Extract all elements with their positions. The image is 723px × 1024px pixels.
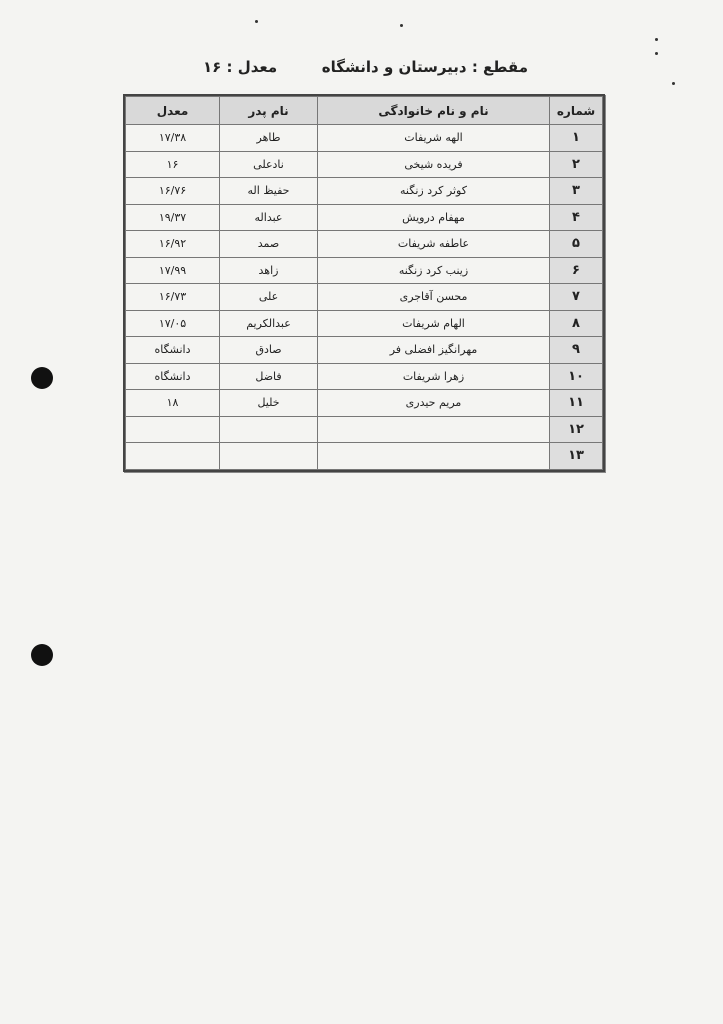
cell-number: ۸ [549,309,603,337]
cell-father-name: حفیظ اله [219,177,318,205]
table-row: ۷ محسن آقاجری علی ۱۶/۷۳ [125,283,603,311]
scan-speck [655,52,658,55]
cell-name: زهرا شریفات [317,362,550,390]
cell-father-name: عبداله [219,203,318,231]
cell-name [317,442,550,470]
cell-number: ۳ [549,177,603,205]
cell-father-name: خلیل [219,389,318,417]
cell-number: ۵ [549,230,603,258]
cell-average: ۱۶/۹۲ [125,230,220,258]
average-title: معدل : ۱۶ [203,58,278,76]
scan-speck [400,24,403,27]
table-row: ۱۱ مریم حیدری خلیل ۱۸ [125,389,603,417]
table-row: ۱۰ زهرا شریفات فاضل دانشگاه [125,362,603,390]
cell-father-name: عبدالکریم [219,309,318,337]
punch-hole-bottom [31,644,53,666]
cell-average [125,415,220,443]
cell-father-name: صادق [219,336,318,364]
table-row: ۱۳ [125,442,603,470]
table-row: ۱۲ [125,415,603,443]
scan-speck [255,20,258,23]
table-row: ۹ مهرانگیز افضلی فر صادق دانشگاه [125,336,603,364]
table-row: ۱ الهه شریفات طاهر ۱۷/۳۸ [125,124,603,152]
cell-average [125,442,220,470]
cell-father-name: علی [219,283,318,311]
table-row: ۴ مهفام درویش عبداله ۱۹/۳۷ [125,203,603,231]
cell-father-name: نادعلی [219,150,318,178]
cell-father-name [219,415,318,443]
punch-hole-top [31,367,53,389]
table-row: ۵ عاطفه شریفات صمد ۱۶/۹۲ [125,230,603,258]
cell-name: مهفام درویش [317,203,550,231]
cell-father-name: زاهد [219,256,318,284]
cell-father-name [219,442,318,470]
cell-number: ۱ [549,124,603,152]
table-row: ۲ فریده شیخی نادعلی ۱۶ [125,150,603,178]
scan-speck [672,82,675,85]
cell-number: ۶ [549,256,603,284]
cell-number: ۴ [549,203,603,231]
cell-number: ۱۲ [549,415,603,443]
cell-number: ۲ [549,150,603,178]
table-row: ۸ الهام شریفات عبدالکریم ۱۷/۰۵ [125,309,603,337]
cell-average: دانشگاه [125,362,220,390]
column-header-name: نام و نام خانوادگی [317,96,550,125]
cell-name: کوثر کرد زنگنه [317,177,550,205]
cell-number: ۱۰ [549,362,603,390]
cell-name: مریم حیدری [317,389,550,417]
cell-average: ۱۷/۰۵ [125,309,220,337]
cell-name: زینب کرد زنگنه [317,256,550,284]
cell-father-name: صمد [219,230,318,258]
cell-name: الهام شریفات [317,309,550,337]
table-header-row: شماره نام و نام خانوادگی نام پدر معدل [125,96,603,125]
cell-name [317,415,550,443]
cell-name: الهه شریفات [317,124,550,152]
cell-number: ۷ [549,283,603,311]
cell-father-name: طاهر [219,124,318,152]
cell-name: فریده شیخی [317,150,550,178]
cell-number: ۱۳ [549,442,603,470]
column-header-father: نام پدر [219,96,318,125]
cell-average: ۱۸ [125,389,220,417]
cell-father-name: فاضل [219,362,318,390]
table-row: ۶ زینب کرد زنگنه زاهد ۱۷/۹۹ [125,256,603,284]
cell-number: ۱۱ [549,389,603,417]
cell-number: ۹ [549,336,603,364]
section-title: مقطع : دبیرستان و دانشگاه [321,58,528,76]
cell-name: عاطفه شریفات [317,230,550,258]
cell-average: ۱۶ [125,150,220,178]
cell-average: ۱۷/۹۹ [125,256,220,284]
cell-average: ۱۶/۷۶ [125,177,220,205]
cell-average: ۱۶/۷۳ [125,283,220,311]
cell-name: محسن آقاجری [317,283,550,311]
cell-average: ۱۹/۳۷ [125,203,220,231]
column-header-average: معدل [125,96,220,125]
column-header-number: شماره [549,96,603,125]
cell-name: مهرانگیز افضلی فر [317,336,550,364]
cell-average: ۱۷/۳۸ [125,124,220,152]
scan-speck [655,38,658,41]
cell-average: دانشگاه [125,336,220,364]
table-row: ۳ کوثر کرد زنگنه حفیظ اله ۱۶/۷۶ [125,177,603,205]
